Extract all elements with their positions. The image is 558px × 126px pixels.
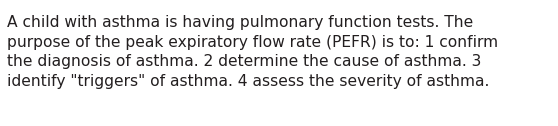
Text: A child with asthma is having pulmonary function tests. The
purpose of the peak : A child with asthma is having pulmonary …: [7, 15, 498, 89]
